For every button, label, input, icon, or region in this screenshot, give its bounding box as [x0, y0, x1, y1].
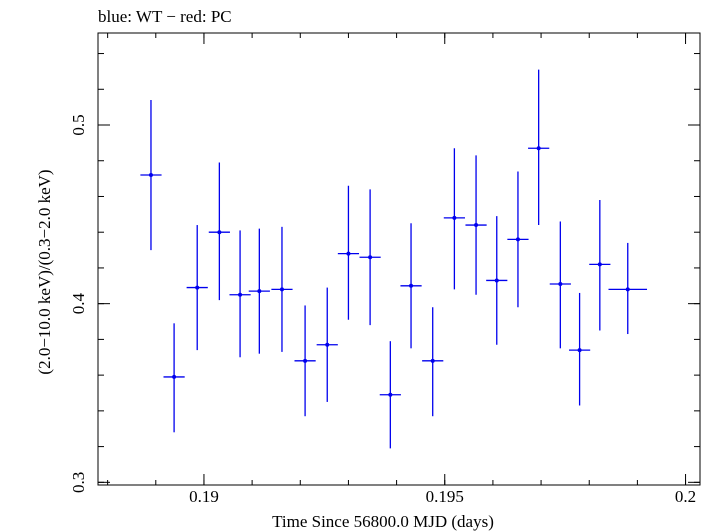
- point-marker: [430, 358, 435, 363]
- point-marker: [409, 283, 414, 288]
- point-marker: [303, 358, 308, 363]
- data-point: [465, 155, 487, 295]
- data-point: [379, 341, 401, 449]
- data-series: [140, 69, 648, 449]
- data-point: [140, 99, 162, 251]
- point-marker: [279, 287, 284, 292]
- point-marker: [558, 282, 563, 287]
- x-tick-label: 0.2: [675, 487, 696, 506]
- y-axis-title: (2.0−10.0 keV)/(0.3−2.0 keV): [35, 169, 54, 374]
- point-marker: [494, 278, 499, 283]
- data-point: [229, 230, 251, 358]
- point-marker: [238, 292, 243, 297]
- point-marker: [195, 285, 200, 290]
- point-marker: [452, 215, 457, 220]
- point-marker: [325, 342, 330, 347]
- point-marker: [217, 230, 222, 235]
- point-marker: [388, 392, 393, 397]
- point-marker: [346, 251, 351, 256]
- data-point: [316, 287, 338, 402]
- point-marker: [625, 287, 630, 292]
- data-point: [422, 307, 444, 417]
- data-point: [569, 292, 591, 406]
- data-point: [163, 323, 185, 433]
- y-tick-label: 0.4: [69, 293, 88, 315]
- y-axis: 0.3 0.4 0.5: [69, 53, 700, 493]
- point-marker: [148, 173, 153, 178]
- chart-title: blue: WT − red: PC: [98, 7, 232, 26]
- point-marker: [536, 146, 541, 151]
- data-point: [589, 200, 611, 331]
- point-marker: [515, 237, 520, 242]
- plot-frame: [97, 32, 701, 486]
- point-marker: [597, 262, 602, 267]
- plot-border: [97, 32, 701, 486]
- y-tick-label: 0.3: [69, 472, 88, 493]
- y-tick-label: 0.5: [69, 114, 88, 135]
- data-point: [507, 171, 529, 308]
- data-point: [400, 223, 422, 349]
- data-point: [186, 225, 208, 351]
- x-tick-label: 0.195: [426, 487, 464, 506]
- point-marker: [172, 374, 177, 379]
- x-axis-title: Time Since 56800.0 MJD (days): [272, 512, 494, 531]
- data-point: [337, 185, 360, 320]
- x-tick-label: 0.19: [189, 487, 219, 506]
- series-wt: [140, 69, 648, 449]
- point-marker: [368, 255, 373, 260]
- point-marker: [257, 289, 262, 294]
- data-point: [359, 189, 381, 326]
- point-marker: [474, 223, 479, 228]
- data-point: [294, 305, 316, 417]
- data-point: [608, 242, 648, 335]
- data-point: [549, 221, 571, 349]
- x-axis: 0.19 0.195 0.2: [107, 33, 696, 506]
- data-point: [208, 162, 230, 301]
- data-point: [486, 216, 508, 345]
- data-point: [443, 148, 465, 290]
- data-point: [271, 226, 293, 352]
- data-point: [528, 69, 550, 226]
- point-marker: [577, 348, 582, 353]
- data-point: [248, 228, 270, 354]
